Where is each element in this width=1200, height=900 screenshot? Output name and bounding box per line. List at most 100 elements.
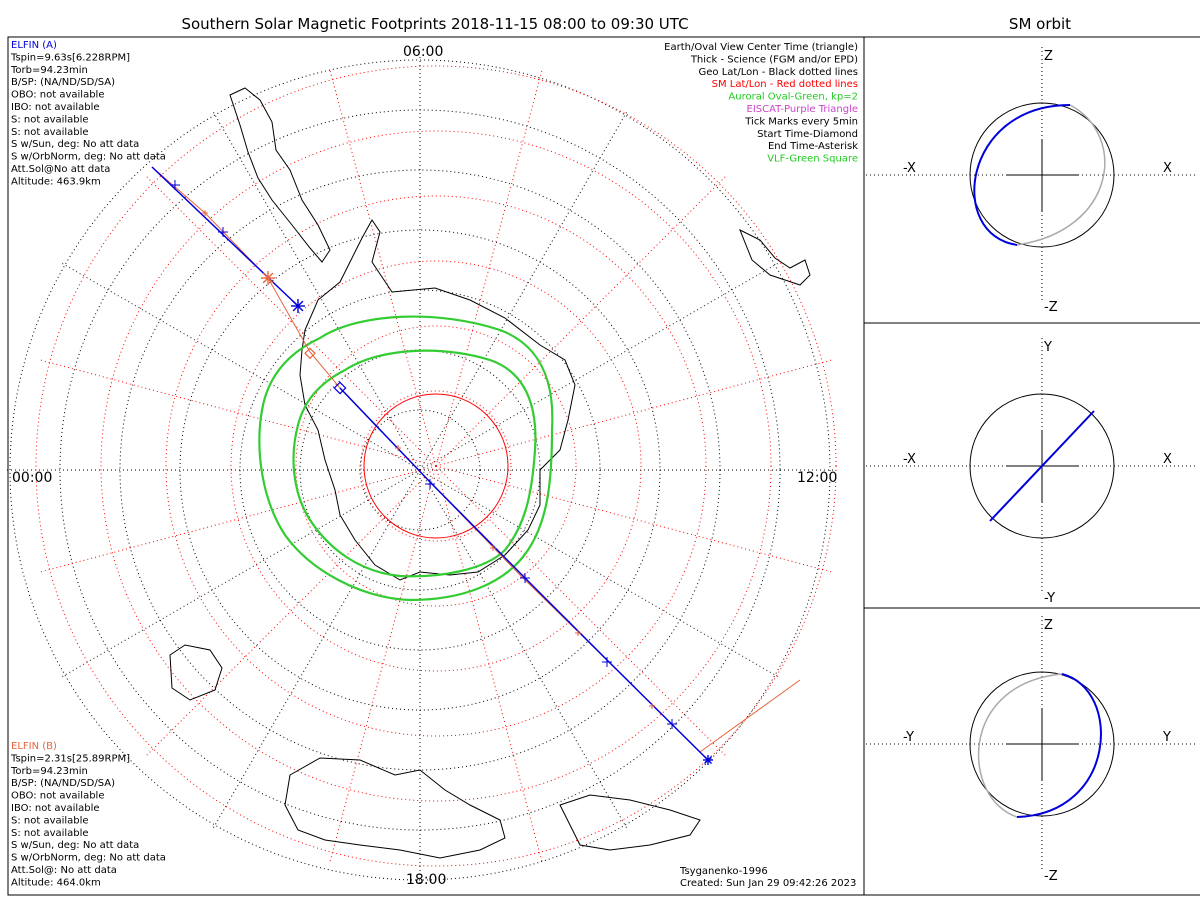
legend: Earth/Oval View Center Time (triangle)Th… [664,42,858,165]
geo-meridian [419,110,628,471]
clock-label-00: 00:00 [12,470,52,486]
sm-latitude-ring [35,65,837,867]
satellite-info-line: S w/Sun, deg: No att data [11,840,139,851]
clock-label-12: 12:00 [797,470,837,486]
orbit-front-arc [1016,673,1102,818]
elfin-b-track [151,166,801,753]
orbit-panel: Y -Y -X X [866,338,1198,606]
orbit-back-arc [1016,104,1106,246]
continent-outlines [169,87,811,859]
sm-latitude-ring [295,325,577,607]
satellite-info-line: Tspin=2.31s[25.89RPM] [10,753,130,764]
elfin-a-end-asterisk [291,299,305,313]
elfin-a-tick [667,719,677,729]
clock-label-18: 18:00 [406,872,446,888]
orbit-axis-label-top: Z [1044,49,1053,64]
elfin-a-start-asterisk [703,755,713,765]
satellite-info-line: IBO: not available [11,102,100,113]
clock-label-06: 06:00 [403,44,443,60]
satellite-info-line: OBO: not available [11,90,105,101]
elfin-b-tick [490,545,496,551]
satellite-info-line: B/SP: (NA/ND/SD/SA) [11,77,115,88]
legend-entry: VLF-Green Square [767,154,858,165]
orbit-axis-label-right: X [1163,161,1172,176]
orbit-axis-label-top: Z [1044,618,1053,633]
elfin-a-tick [425,479,435,489]
created-label: Created: Sun Jan 29 09:42:26 2023 [680,878,856,889]
legend-entry: SM Lat/Lon - Red dotted lines [712,79,858,90]
elfin-a-tick [520,573,530,583]
sm-latitude-ring [230,260,642,672]
legend-entry: EISCAT-Purple Triangle [747,104,859,115]
satellite-info-line: S w/OrbNorm, deg: No att data [11,152,166,163]
orbit-back-arc [977,673,1063,818]
legend-entry: Tick Marks every 5min [744,116,858,127]
satellite-info-line: S w/Sun, deg: No att data [11,139,139,150]
legend-entry: Thick - Science (FGM and/or EPD) [690,54,858,65]
satellite-info-line: Att.Sol@: No att data [11,865,117,876]
elfin-b-info: ELFIN (B)Tspin=2.31s[25.89RPM] Torb=94.23… [10,741,166,888]
sm-grid [35,65,837,867]
orbit-panel: Z -Z -X X [866,47,1198,315]
geo-meridian [60,469,421,678]
sm-latitude-ring [165,195,707,737]
new-zealand-outline [559,794,701,851]
elfin-a-tick [218,227,228,237]
legend-entry: Geo Lat/Lon - Black dotted lines [699,67,858,78]
sm-orbit-panels: Z -Z -X X Y -Y -X X Z -Z -Y Y [866,47,1198,884]
orbit-axis-label-right: X [1163,452,1172,467]
satellite-info-line: Att.Sol@No att data [11,164,110,175]
orbit-line [989,410,1095,522]
elfin-a-info: ELFIN (A)Tspin=9.63s[6.228RPM] Torb=94.23… [10,40,166,187]
satellite-info-line: S: not available [11,114,89,125]
sm-meridian [329,69,437,467]
sm-latitude-ring [100,130,772,802]
satellite-label: ELFIN (B) [11,741,57,752]
orbit-axis-label-bottom: -Z [1044,869,1058,884]
legend-entry: Start Time-Diamond [757,129,858,140]
sm-meridian [329,465,437,863]
footprint-tracks [151,166,801,765]
satellite-info-line: Tspin=9.63s[6.228RPM] [10,52,130,63]
orbit-axis-label-right: Y [1162,730,1171,745]
model-label: Tsyganenko-1996 [679,866,768,877]
polar-map: 06:00 00:00 12:00 18:00 [5,44,837,888]
elfin-b-start-diamond [304,347,316,360]
legend-entry: Auroral Oval-Green, kp=2 [728,92,858,103]
auroral-oval-outer [258,315,554,602]
earth-circle [969,393,1115,539]
legend-entry: Earth/Oval View Center Time (triangle) [664,42,858,53]
elfin-b-tick [575,630,581,636]
elfin-a-tick [602,657,612,667]
geo-meridian [60,262,421,471]
satellite-info-line: B/SP: (NA/ND/SD/SA) [11,778,115,789]
earth-circle [969,102,1115,248]
satellite-info-line: OBO: not available [11,791,105,802]
sm-meridian [145,175,437,467]
elfin-b-tick [395,445,401,451]
orbit-front-arc [973,104,1071,246]
orbit-panel: Z -Z -Y Y [866,616,1198,884]
satellite-label: ELFIN (A) [11,40,57,51]
main-title: Southern Solar Magnetic Footprints 2018-… [181,15,688,33]
satellite-info-line: S: not available [11,828,89,839]
earth-circle [969,671,1115,817]
orbit-axis-label-left: -Y [903,730,914,745]
satellite-info-line: IBO: not available [11,803,100,814]
elfin-b-tick [649,703,655,709]
satellite-info-line: Torb=94.23min [10,65,88,76]
geo-meridian [419,262,780,471]
elfin-b-end-asterisk [261,271,275,285]
sm-meridian [435,175,727,467]
elfin-a-start-diamond [333,381,347,395]
sm-meridian [435,359,833,467]
main-plot-frame [7,36,865,896]
south-america-outline [229,87,331,263]
orbit-axis-label-bottom: -Y [1044,591,1055,606]
legend-entry: End Time-Asterisk [768,141,858,152]
orbit-axis-label-left: -X [903,452,916,467]
australia-outline [284,757,506,859]
side-title: SM orbit [1009,15,1071,33]
pacific-islands-outline [739,228,811,286]
satellite-info-line: Altitude: 464.0km [11,877,101,888]
